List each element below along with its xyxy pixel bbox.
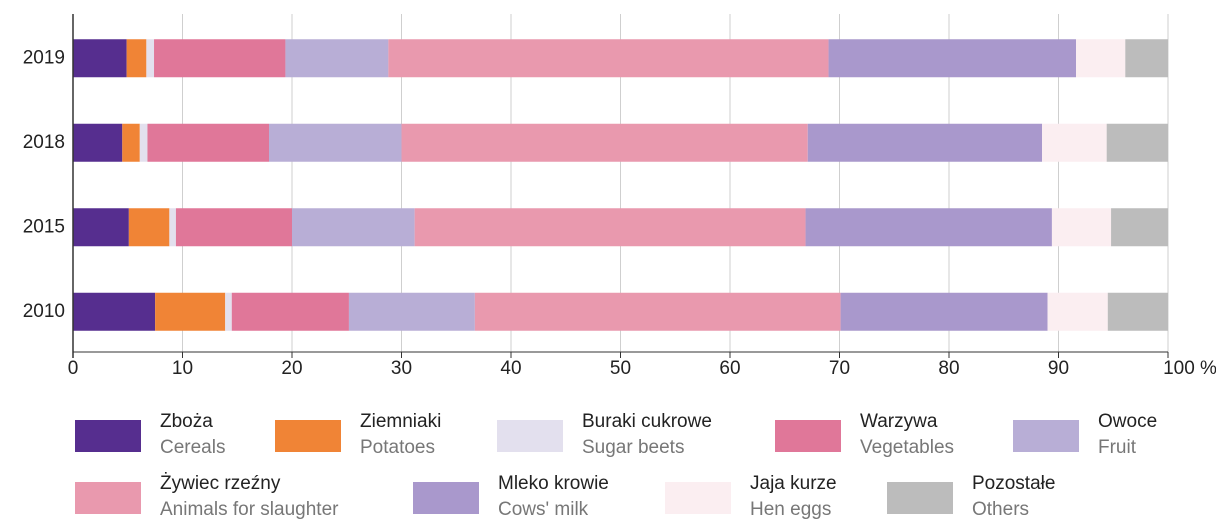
bar-segment — [807, 123, 1043, 162]
x-tick-label: 50 — [610, 358, 631, 379]
bar-segment — [73, 123, 123, 162]
bar-segment — [128, 208, 170, 247]
legend-label: Pozostałe — [972, 473, 1055, 494]
legend-label: Buraki cukrowe — [582, 411, 712, 432]
legend-label-en: Sugar beets — [582, 437, 684, 458]
bar-segment — [285, 39, 389, 78]
bar-segment — [231, 292, 349, 331]
legend-swatch — [1013, 420, 1079, 452]
legend-label: Owoce — [1098, 411, 1157, 432]
legend-swatch — [275, 420, 341, 452]
legend-label: Jaja kurze — [750, 473, 837, 494]
bar-segment — [122, 123, 140, 162]
legend-swatch — [413, 482, 479, 514]
x-tick-label: 60 — [719, 358, 740, 379]
legend-label-en: Fruit — [1098, 437, 1137, 458]
bar-segment — [1051, 208, 1112, 247]
legend-label: Zboża — [160, 411, 213, 432]
bar-segment — [1042, 123, 1107, 162]
y-tick-label: 2019 — [23, 47, 65, 68]
x-tick-label: 20 — [281, 358, 302, 379]
bar-segment — [146, 39, 155, 78]
bar-segment — [73, 39, 127, 78]
legend-label-en: Others — [972, 499, 1029, 520]
legend-label-en: Vegetables — [860, 437, 954, 458]
legend-label: Mleko krowie — [498, 473, 609, 494]
legend-swatch — [75, 420, 141, 452]
bar-segment — [414, 208, 806, 247]
bar-segment — [840, 292, 1048, 331]
legend-label-en: Animals for slaughter — [160, 499, 339, 520]
bar-segment — [169, 208, 176, 247]
bar-segment — [126, 39, 147, 78]
x-tick-label: 100 % — [1163, 358, 1216, 379]
x-tick-label: 70 — [829, 358, 850, 379]
bar-segment — [1106, 123, 1168, 162]
y-tick-label: 2018 — [23, 132, 65, 153]
legend-swatch — [775, 420, 841, 452]
x-tick-label: 10 — [172, 358, 193, 379]
legend-label: Ziemniaki — [360, 411, 441, 432]
bar-segment — [1125, 39, 1168, 78]
y-tick-label: 2010 — [23, 301, 65, 322]
legend-label-en: Cereals — [160, 437, 225, 458]
bar-segment — [401, 123, 808, 162]
bar-segment — [269, 123, 402, 162]
bar-segment — [805, 208, 1052, 247]
x-tick-label: 0 — [68, 358, 79, 379]
legend-label-en: Cows' milk — [498, 499, 589, 520]
bar-segment — [388, 39, 829, 78]
bar-segment — [155, 292, 226, 331]
x-tick-label: 40 — [500, 358, 521, 379]
bar-segment — [175, 208, 292, 247]
x-tick-label: 90 — [1048, 358, 1069, 379]
legend-label-en: Potatoes — [360, 437, 435, 458]
legend-label-en: Hen eggs — [750, 499, 831, 520]
bar-segment — [154, 39, 286, 78]
legend-swatch — [497, 420, 563, 452]
legend-swatch — [75, 482, 141, 514]
bar-segment — [1076, 39, 1126, 78]
bar-segment — [474, 292, 841, 331]
bar-segment — [1107, 292, 1168, 331]
x-tick-label: 30 — [391, 358, 412, 379]
bar-segment — [1111, 208, 1168, 247]
bar-segment — [348, 292, 475, 331]
bar-segment — [73, 208, 129, 247]
bar-segment — [828, 39, 1077, 78]
bar-segment — [147, 123, 270, 162]
legend-swatch — [665, 482, 731, 514]
legend-swatch — [887, 482, 953, 514]
legend-label: Warzywa — [860, 411, 938, 432]
bar-segment — [1047, 292, 1108, 331]
bar-segment — [292, 208, 415, 247]
y-tick-label: 2015 — [23, 216, 65, 237]
bar-segment — [139, 123, 148, 162]
bar-segment — [225, 292, 232, 331]
legend-label: Żywiec rzeźny — [160, 473, 281, 494]
bar-segment — [73, 292, 156, 331]
x-tick-label: 80 — [938, 358, 959, 379]
